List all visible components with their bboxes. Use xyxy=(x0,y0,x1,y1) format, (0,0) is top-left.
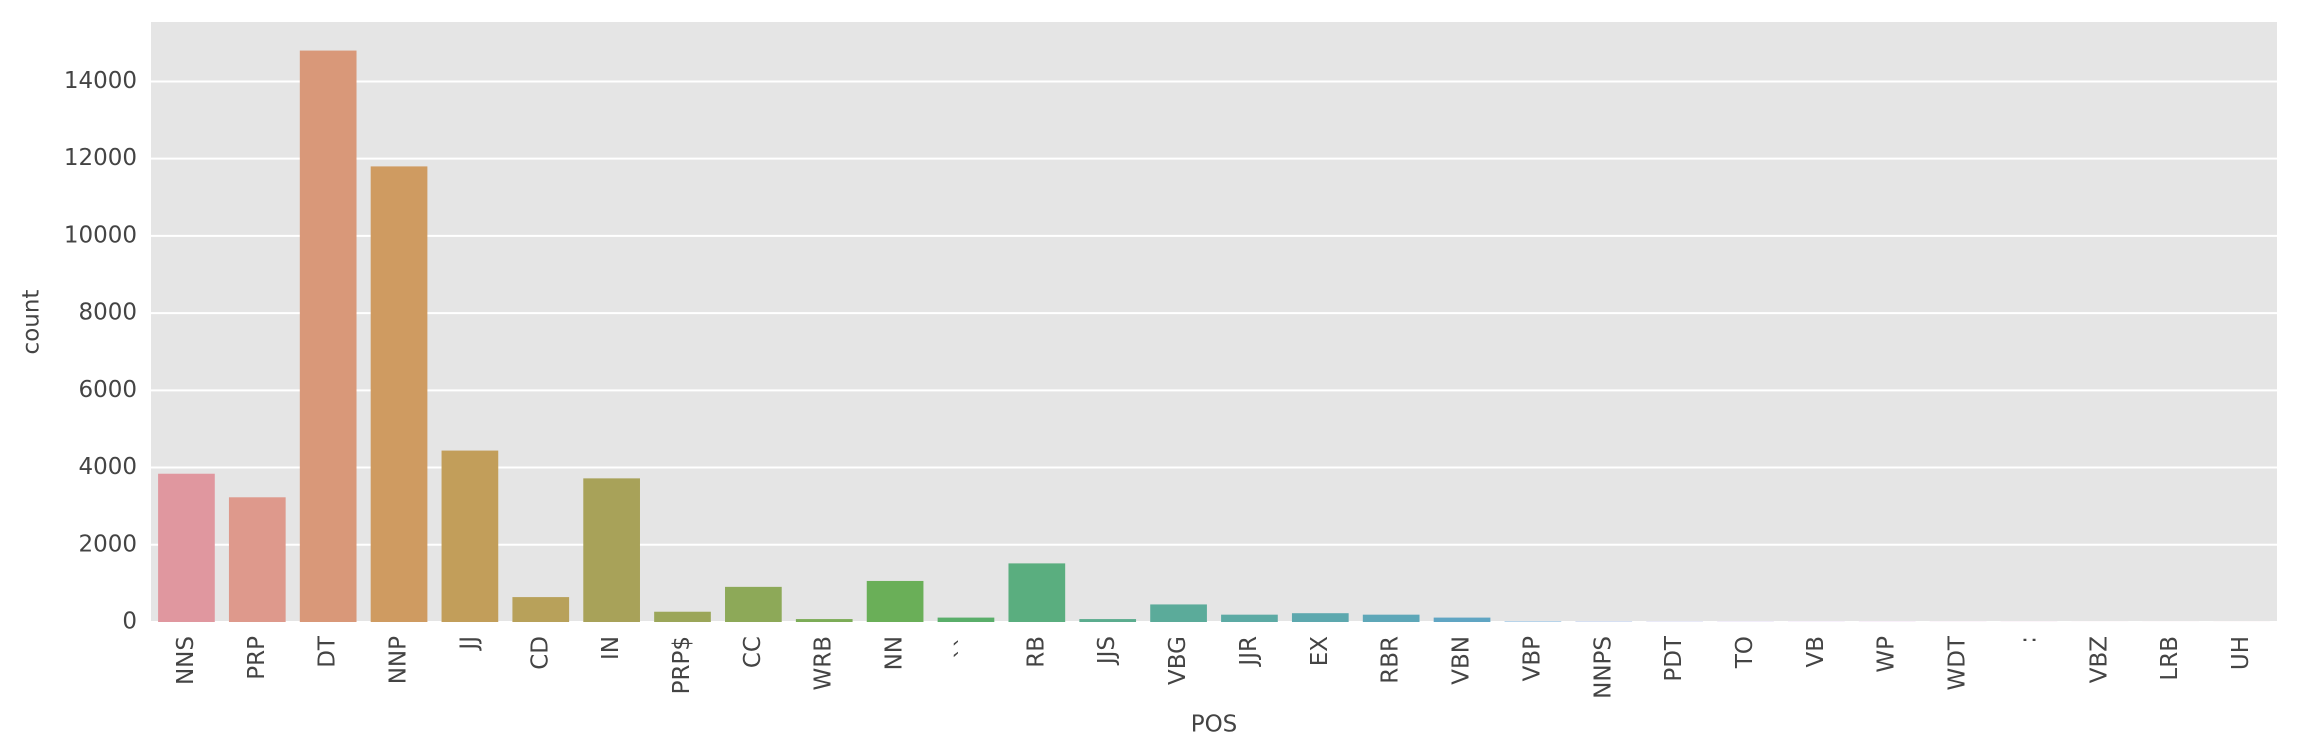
x-tick-label: CC xyxy=(740,636,766,668)
bar xyxy=(158,473,215,622)
x-tick-label: : xyxy=(2015,636,2041,644)
y-tick-label: 8000 xyxy=(78,300,137,326)
x-tick-label: UH xyxy=(2228,636,2254,670)
y-tick-label: 14000 xyxy=(64,68,137,94)
x-tick-label: JJR xyxy=(1236,636,1262,668)
y-tick-label: 10000 xyxy=(64,222,137,248)
bar xyxy=(583,478,640,622)
x-tick-label: LRB xyxy=(2157,636,2183,681)
x-tick-label: TO xyxy=(1732,636,1758,669)
bar xyxy=(725,586,782,622)
x-tick-label: PRP$ xyxy=(669,636,695,694)
x-tick-label: EX xyxy=(1307,636,1333,667)
x-tick-label: RB xyxy=(1023,636,1049,668)
bar xyxy=(795,619,853,622)
x-tick-label: VBZ xyxy=(2086,636,2112,683)
bar xyxy=(1150,604,1207,622)
bar xyxy=(1291,613,1349,622)
x-tick-label: CD xyxy=(527,636,553,670)
y-tick-label: 6000 xyxy=(78,377,137,403)
x-tick-label: RBR xyxy=(1378,636,1404,684)
x-tick-label: PDT xyxy=(1661,635,1687,682)
y-tick-label: 4000 xyxy=(78,454,137,480)
x-tick-label: PRP xyxy=(244,636,270,680)
bar xyxy=(1221,614,1278,622)
y-tick-label: 2000 xyxy=(78,531,137,557)
bar xyxy=(1079,619,1137,622)
bar xyxy=(937,617,995,622)
bar xyxy=(866,580,924,622)
x-tick-label: NNPS xyxy=(1590,636,1616,699)
x-tick-label: VBG xyxy=(1165,636,1191,685)
x-tick-label: WDT xyxy=(1945,635,1971,690)
bar xyxy=(1008,563,1066,622)
bar xyxy=(370,166,428,622)
x-tick-label: WRB xyxy=(811,636,837,691)
x-tick-label: `` xyxy=(952,636,978,659)
x-tick-label: NNS xyxy=(173,636,199,685)
bar xyxy=(228,497,286,622)
x-tick-label: IN xyxy=(598,636,624,660)
x-tick-label: JJS xyxy=(1094,636,1120,666)
x-tick-label: JJ xyxy=(456,636,482,652)
bar xyxy=(1362,614,1420,622)
bar xyxy=(654,611,711,622)
plot-background xyxy=(151,22,2277,622)
x-axis-title: POS xyxy=(1191,712,1238,738)
y-tick-label: 0 xyxy=(122,609,137,635)
x-tick-label: WP xyxy=(1874,636,1900,673)
x-tick-label: NNP xyxy=(386,636,412,684)
bar xyxy=(1433,617,1491,622)
y-tick-label: 12000 xyxy=(64,145,137,171)
x-tick-label: DT xyxy=(315,635,341,668)
x-tick-label: VB xyxy=(1803,636,1829,668)
bar xyxy=(299,50,357,623)
bar xyxy=(512,597,570,622)
x-tick-label: VBN xyxy=(1449,636,1475,685)
x-tick-label: NN xyxy=(882,636,908,670)
bar xyxy=(441,450,499,622)
x-tick-label: VBP xyxy=(1519,636,1545,682)
y-axis-title: count xyxy=(19,290,45,355)
